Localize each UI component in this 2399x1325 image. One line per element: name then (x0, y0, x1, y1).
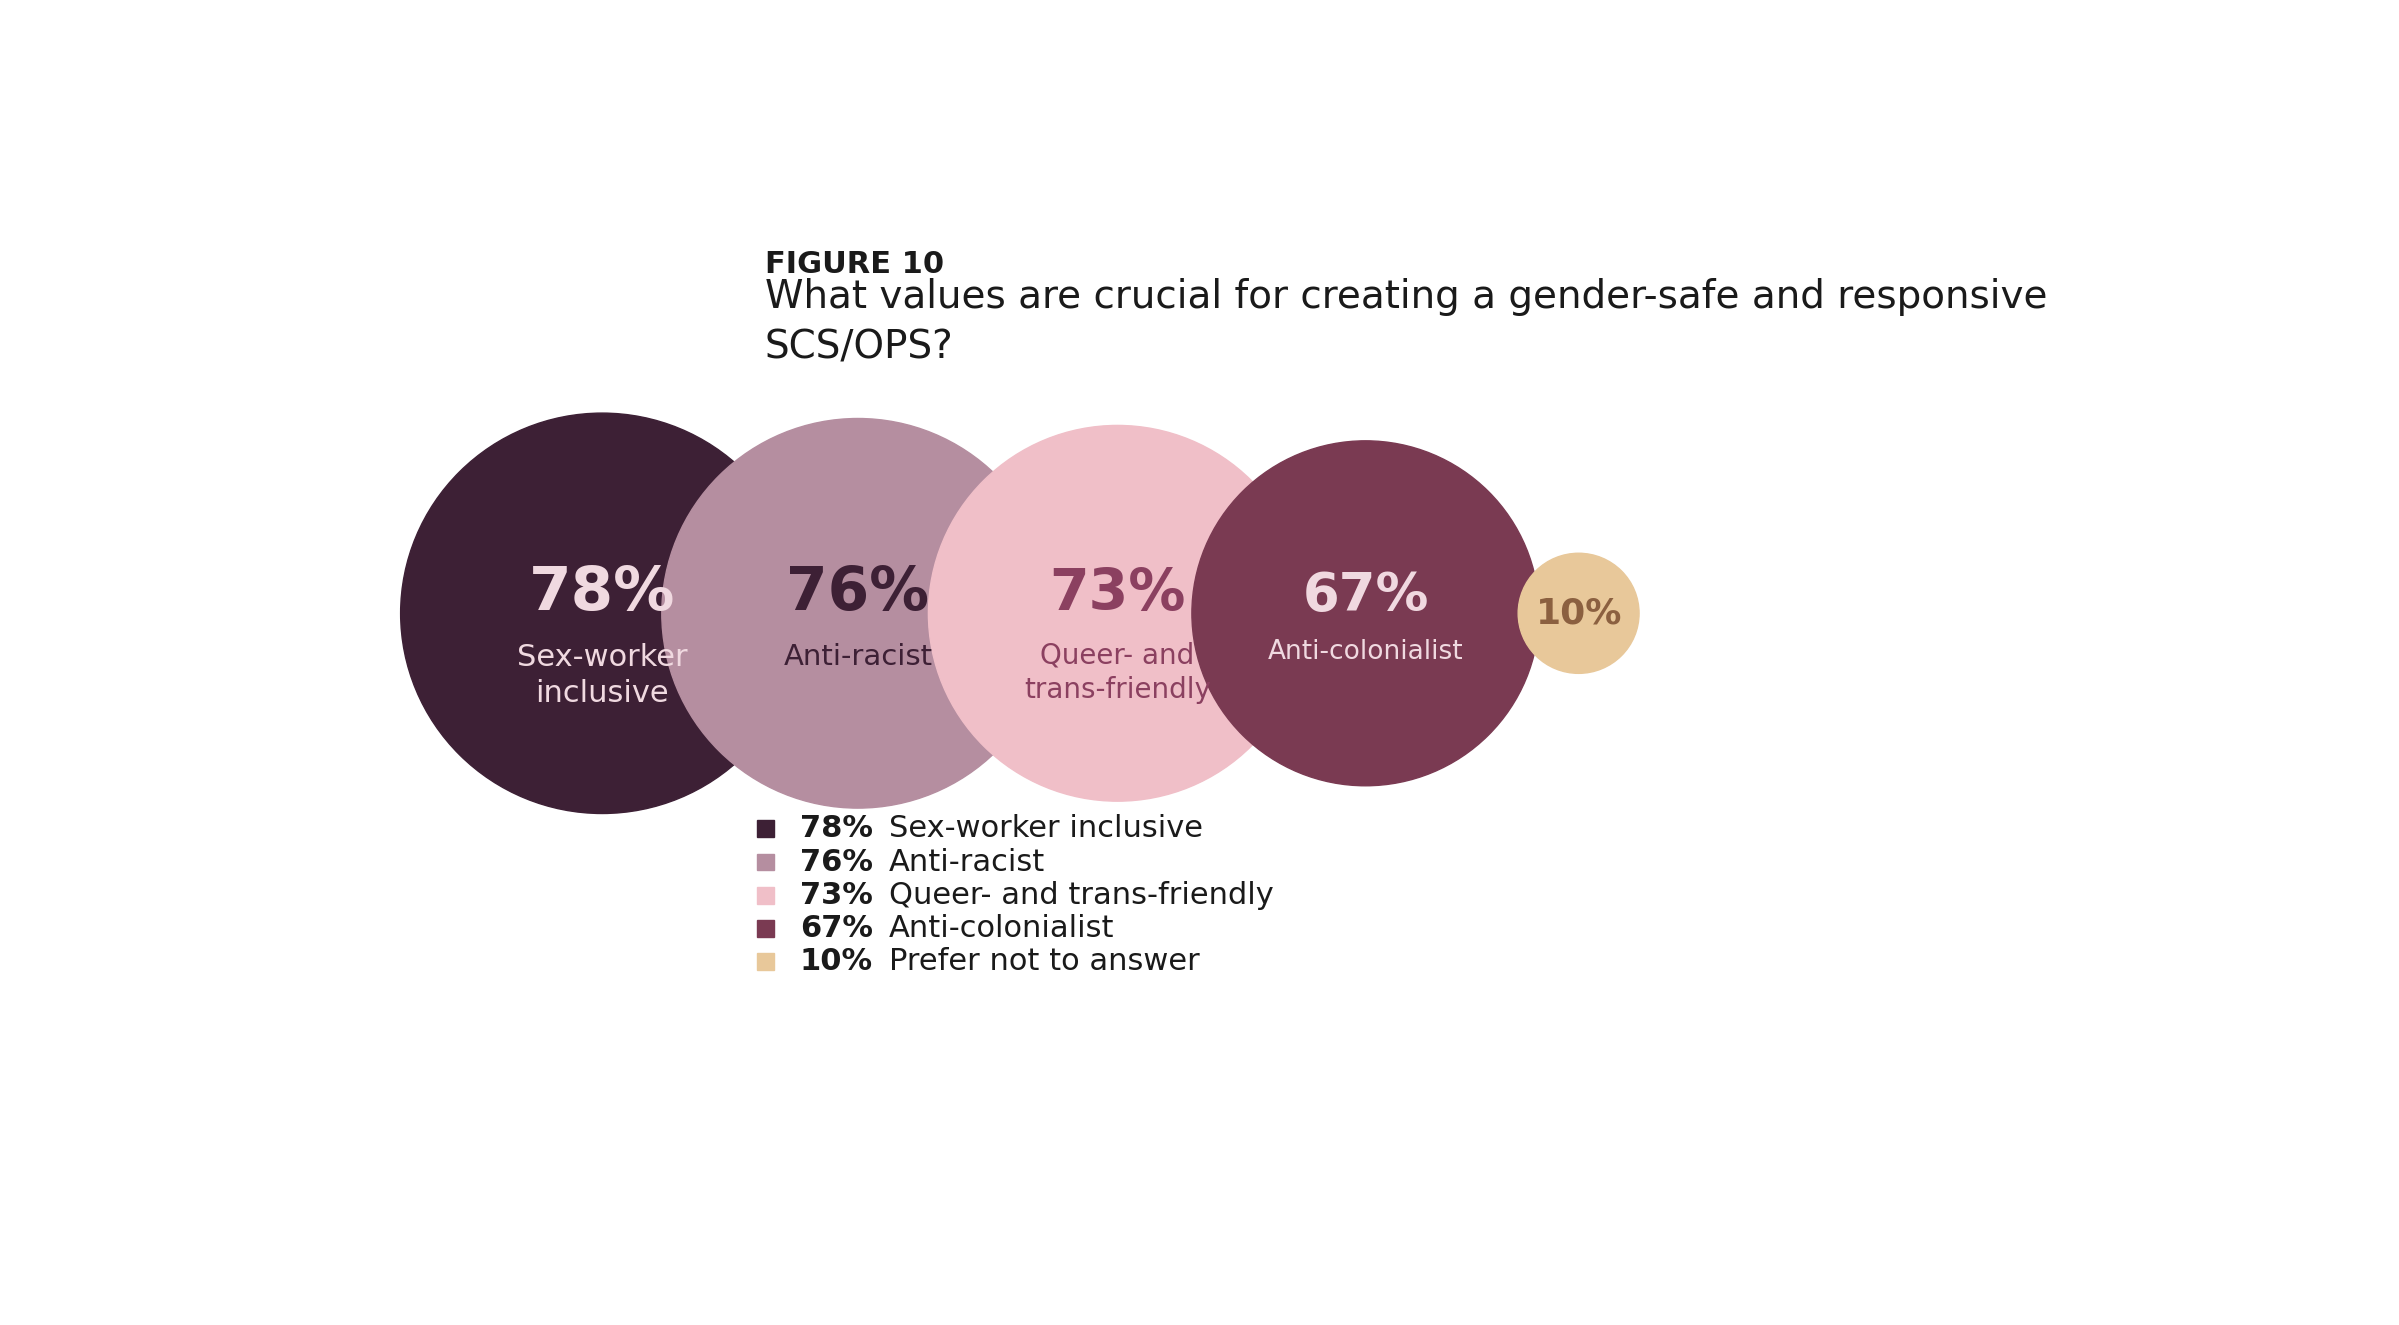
FancyBboxPatch shape (758, 820, 775, 837)
Text: 67%: 67% (799, 914, 873, 942)
Text: Anti-colonialist: Anti-colonialist (890, 914, 1116, 942)
Text: 76%: 76% (787, 564, 928, 623)
Text: Anti-racist: Anti-racist (784, 643, 933, 670)
Text: Sex-worker inclusive: Sex-worker inclusive (890, 815, 1202, 844)
Text: Queer- and trans-friendly: Queer- and trans-friendly (890, 881, 1274, 910)
Text: What values are crucial for creating a gender-safe and responsive
SCS/OPS?: What values are crucial for creating a g… (765, 278, 2046, 366)
Ellipse shape (662, 419, 1053, 808)
Text: 76%: 76% (799, 848, 873, 877)
Text: Anti-colonialist: Anti-colonialist (1267, 639, 1463, 665)
Text: 78%: 78% (799, 815, 873, 844)
Text: FIGURE 10: FIGURE 10 (765, 250, 943, 278)
Ellipse shape (928, 425, 1307, 802)
Ellipse shape (401, 413, 804, 814)
Text: Sex-worker
inclusive: Sex-worker inclusive (516, 644, 689, 709)
Text: Queer- and
trans-friendly: Queer- and trans-friendly (1024, 641, 1211, 704)
Text: 78%: 78% (528, 563, 677, 623)
Text: 67%: 67% (1303, 570, 1430, 621)
FancyBboxPatch shape (758, 886, 775, 904)
Text: 10%: 10% (799, 947, 873, 975)
Text: 73%: 73% (799, 881, 873, 910)
FancyBboxPatch shape (758, 920, 775, 937)
Ellipse shape (1519, 554, 1639, 673)
Text: 10%: 10% (1535, 596, 1622, 631)
FancyBboxPatch shape (758, 953, 775, 970)
FancyBboxPatch shape (758, 853, 775, 871)
Text: Anti-racist: Anti-racist (890, 848, 1046, 877)
Text: Prefer not to answer: Prefer not to answer (890, 947, 1200, 975)
Text: 73%: 73% (1048, 567, 1185, 621)
Ellipse shape (1192, 441, 1540, 786)
